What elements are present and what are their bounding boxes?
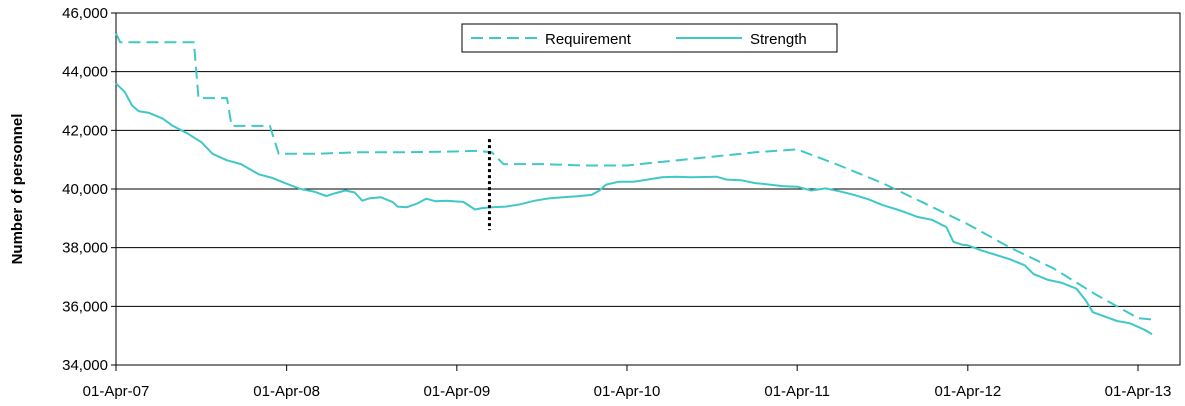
x-tick-label: 01-Apr-10 — [594, 383, 661, 400]
y-axis-label: Number of personnel — [9, 114, 26, 265]
legend-strength-label: Strength — [750, 31, 807, 48]
x-tick-label: 01-Apr-08 — [253, 383, 320, 400]
y-tick-label: 34,000 — [62, 357, 108, 374]
legend-requirement-label: Requirement — [545, 31, 632, 48]
legend: Requirement Strength — [461, 23, 838, 53]
x-axis-ticks: 01-Apr-07 01-Apr-08 01-Apr-09 01-Apr-10 01-A… — [83, 365, 1172, 400]
y-tick-label: 42,000 — [62, 122, 108, 139]
series-line-requirement — [115, 33, 1153, 321]
x-tick-label: 01-Apr-09 — [423, 383, 490, 400]
x-tick-label: 01-Apr-13 — [1105, 383, 1172, 400]
y-tick-label: 38,000 — [62, 240, 108, 257]
y-tick-label: 40,000 — [62, 181, 108, 198]
series-group — [115, 33, 1153, 336]
legend-box — [461, 23, 838, 53]
y-tick-label: 36,000 — [62, 298, 108, 315]
x-tick-label: 01-Apr-12 — [934, 383, 1001, 400]
y-tick-label: 46,000 — [62, 5, 108, 22]
grid-lines — [116, 71, 1180, 307]
x-tick-label: 01-Apr-11 — [764, 383, 830, 400]
x-tick-label: 01-Apr-07 — [83, 383, 150, 400]
y-tick-label: 44,000 — [62, 64, 108, 81]
y-axis-ticks: 34,000 36,000 38,000 40,000 42,000 44,000 46,0… — [62, 5, 116, 374]
series-line-strength — [115, 82, 1153, 336]
